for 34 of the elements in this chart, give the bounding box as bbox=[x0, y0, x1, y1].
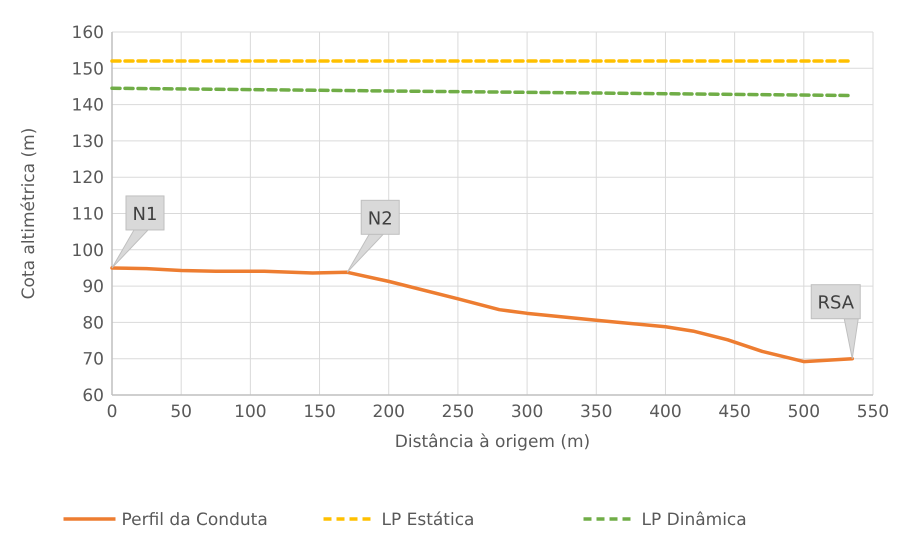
x-tick-label: 500 bbox=[788, 402, 820, 422]
x-tick-label: 50 bbox=[170, 402, 192, 422]
y-tick-label: 60 bbox=[82, 386, 104, 406]
y-tick-label: 70 bbox=[82, 350, 104, 370]
x-tick-label: 350 bbox=[580, 402, 612, 422]
x-tick-label: 0 bbox=[106, 402, 118, 422]
x-tick-label: 150 bbox=[303, 402, 336, 422]
x-tick-label: 400 bbox=[649, 402, 682, 422]
x-tick-label: 550 bbox=[856, 402, 890, 422]
x-tick-label: 250 bbox=[442, 402, 474, 422]
y-tick-label: 150 bbox=[72, 59, 104, 80]
callout-box: RSA bbox=[810, 284, 861, 360]
annotation: RSA bbox=[817, 292, 855, 314]
legend-label: Perfil da Conduta bbox=[122, 510, 268, 530]
callout-box: N1 bbox=[112, 195, 164, 268]
y-tick-label: 160 bbox=[72, 23, 104, 43]
y-tick-label: 140 bbox=[72, 96, 104, 116]
y-tick-label: 120 bbox=[72, 168, 104, 188]
x-tick-label: 300 bbox=[510, 402, 544, 422]
legend-label: LP Dinâmica bbox=[642, 510, 747, 530]
x-tick-label: 100 bbox=[234, 402, 267, 422]
y-tick-label: 90 bbox=[82, 277, 104, 298]
x-tick-label: 200 bbox=[372, 402, 405, 422]
y-tick-label: 80 bbox=[82, 313, 104, 334]
y-axis-title: Cota altimétrica (m) bbox=[19, 128, 39, 300]
x-axis-title: Distância à origem (m) bbox=[394, 432, 590, 452]
y-tick-label: 130 bbox=[72, 132, 104, 152]
y-tick-label: 110 bbox=[72, 204, 104, 224]
annotation: N1 bbox=[132, 204, 158, 225]
annotation: N2 bbox=[368, 208, 393, 230]
callout-box: N2 bbox=[346, 200, 400, 273]
x-tick-label: 450 bbox=[718, 402, 751, 422]
y-tick-label: 100 bbox=[72, 240, 104, 261]
legend-label: LP Estática bbox=[382, 510, 474, 530]
